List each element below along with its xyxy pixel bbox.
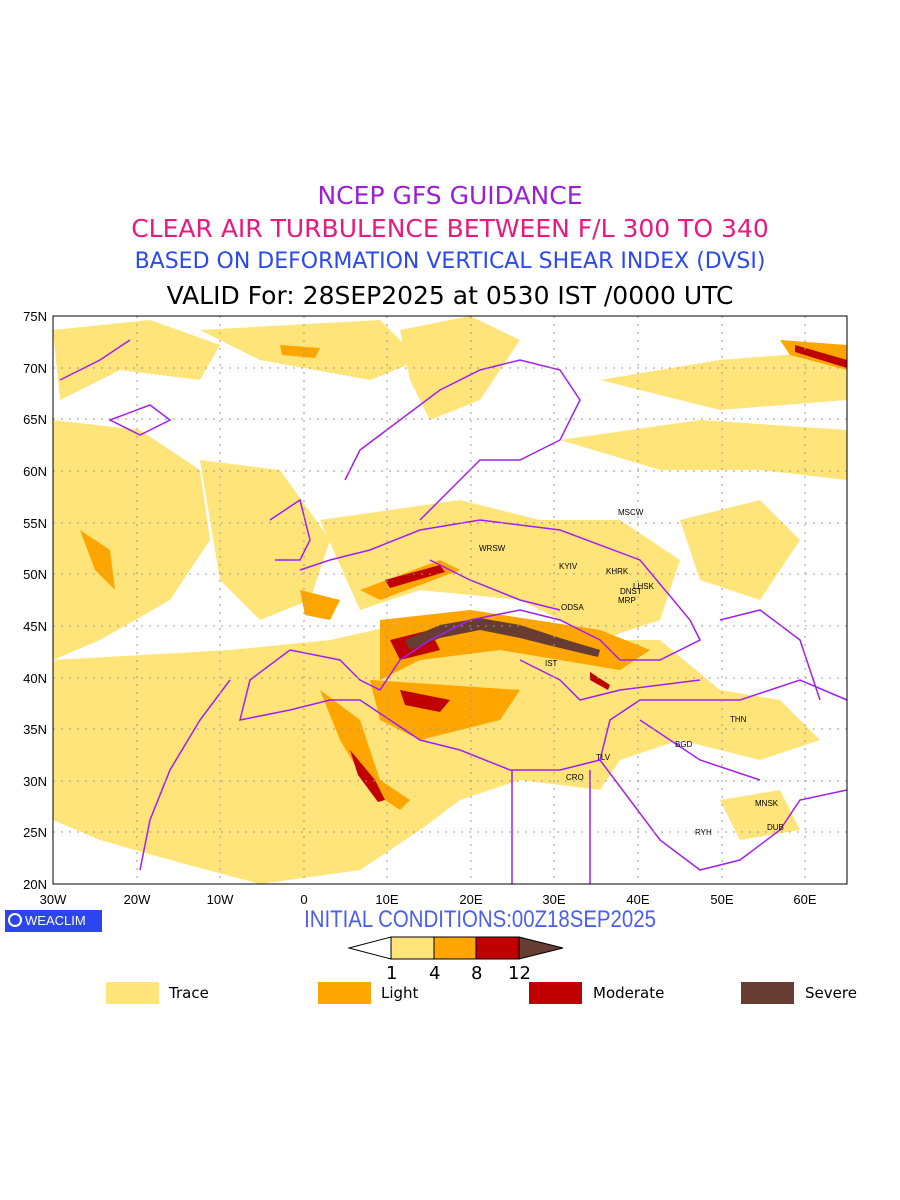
- lat-label: 55N: [23, 516, 47, 531]
- coastlines-borders: [59, 339, 847, 884]
- title-product: CLEAR AIR TURBULENCE BETWEEN F/L 300 TO …: [131, 214, 769, 243]
- title-method: BASED ON DEFORMATION VERTICAL SHEAR INDE…: [134, 249, 766, 274]
- city-label: KHRK: [606, 567, 629, 576]
- city-label: TLV: [596, 753, 611, 762]
- lon-label: 10E: [375, 892, 398, 907]
- city-label: MSCW: [618, 508, 644, 517]
- legend-swatch-severe: [741, 982, 794, 1004]
- title-agency: NCEP GFS GUIDANCE: [317, 181, 583, 210]
- colorbar-tick: 4: [429, 963, 441, 984]
- colorbar-light: [433, 936, 477, 960]
- graticule: [53, 316, 847, 884]
- city-label: DNST: [620, 587, 642, 596]
- logo-text: WEACLIM: [25, 913, 86, 928]
- lon-label: 30W: [40, 892, 67, 907]
- lon-label: 50E: [710, 892, 733, 907]
- legend-label-trace: Trace: [169, 984, 209, 1002]
- colorbar: [347, 936, 564, 960]
- city-labels: MSCW WRSW KYIV KHRK LHSK DNST MRP ODSA I…: [479, 508, 784, 837]
- map-frame: [52, 315, 848, 885]
- legend-swatch-trace: [106, 982, 159, 1004]
- lat-label: 25N: [23, 825, 47, 840]
- city-label: KYIV: [559, 562, 578, 571]
- lat-label: 45N: [23, 619, 47, 634]
- lon-label: 0: [300, 892, 307, 907]
- city-label: DUB: [767, 823, 784, 832]
- title-valid-time: VALID For: 28SEP2025 at 0530 IST /0000 U…: [166, 281, 734, 310]
- longitude-labels: 30W 20W 10W 0 10E 20E 30E 40E 50E 60E: [40, 892, 817, 907]
- city-label: LHSK: [633, 582, 655, 591]
- city-label: BGD: [675, 740, 693, 749]
- colorbar-severe-end: [518, 936, 564, 960]
- lat-label: 30N: [23, 774, 47, 789]
- city-label: RYH: [695, 828, 712, 837]
- city-label: IST: [545, 659, 558, 668]
- colorbar-tick: 1: [386, 963, 398, 984]
- lon-label: 20W: [124, 892, 151, 907]
- lon-label: 60E: [793, 892, 816, 907]
- colorbar-moderate: [475, 936, 520, 960]
- initial-conditions: INITIAL CONDITIONS:00Z18SEP2025: [304, 906, 656, 933]
- legend-label-light: Light: [381, 984, 419, 1002]
- lon-label: 20E: [459, 892, 482, 907]
- legend-swatch-moderate: [529, 982, 582, 1004]
- copyright-icon: [8, 913, 22, 927]
- city-label: MNSK: [755, 799, 779, 808]
- city-label: WRSW: [479, 544, 506, 553]
- city-label: ODSA: [561, 603, 584, 612]
- lat-label: 70N: [23, 361, 47, 376]
- weaclim-logo: WEACLIM: [5, 910, 102, 932]
- colorbar-tick: 8: [471, 963, 483, 984]
- legend-swatch-light: [318, 982, 371, 1004]
- city-label: THN: [730, 715, 747, 724]
- lon-label: 30E: [542, 892, 565, 907]
- colorbar-low-end: [347, 936, 392, 960]
- colorbar-trace: [390, 936, 435, 960]
- lat-label: 50N: [23, 567, 47, 582]
- legend-label-severe: Severe: [805, 984, 857, 1002]
- lat-label: 35N: [23, 722, 47, 737]
- lat-label: 20N: [23, 877, 47, 892]
- lat-label: 75N: [23, 309, 47, 324]
- city-label: CRO: [566, 773, 584, 782]
- legend-label-moderate: Moderate: [593, 984, 665, 1002]
- turbulence-fields: [53, 316, 847, 884]
- lat-label: 65N: [23, 412, 47, 427]
- latitude-labels: 75N 70N 65N 60N 55N 50N 45N 40N 35N 30N …: [23, 309, 47, 892]
- colorbar-tick: 12: [508, 963, 531, 984]
- lat-label: 60N: [23, 464, 47, 479]
- lon-label: 40E: [626, 892, 649, 907]
- city-label: MRP: [618, 596, 636, 605]
- lon-label: 10W: [207, 892, 234, 907]
- lat-label: 40N: [23, 671, 47, 686]
- trace-areas: [53, 316, 847, 884]
